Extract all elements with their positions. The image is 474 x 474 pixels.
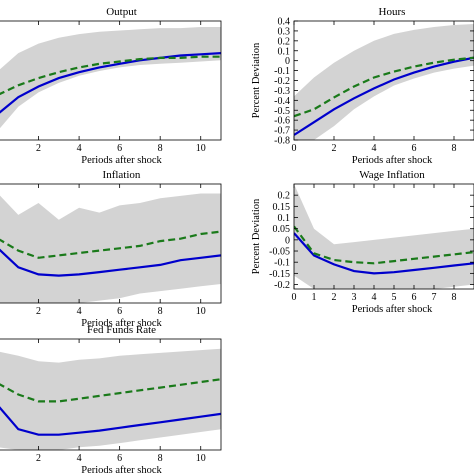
y-tick-label: -0.2 (274, 280, 290, 291)
y-axis-label: Percent Deviation (251, 42, 262, 118)
x-tick-label: 3 (352, 292, 357, 303)
y-tick-label: 0.4 (278, 17, 291, 28)
x-tick-label: 6 (117, 453, 122, 464)
x-tick-label: 4 (77, 143, 82, 154)
y-tick-label: -0.2 (274, 76, 290, 87)
y-tick-label: -0.8 (274, 136, 290, 147)
y-tick-label: 0.2 (278, 191, 291, 202)
series-line-dashed (294, 56, 474, 118)
confidence-band (0, 348, 221, 450)
y-tick-label: -0.1 (274, 66, 290, 77)
panel-title: Hours (379, 6, 406, 18)
y-tick-label: -0.1 (274, 258, 290, 269)
y-tick-label: 0.1 (278, 213, 291, 224)
x-tick-label: 10 (196, 143, 206, 154)
y-tick-label: -0.15 (269, 269, 290, 280)
series-line-dashed (0, 230, 221, 259)
axes-frame (293, 183, 474, 290)
panel-title: Wage Inflation (359, 169, 425, 181)
series-line-solid (0, 248, 221, 277)
x-tick-label: 4 (372, 143, 377, 154)
y-axis-label: Percent Deviation (251, 198, 262, 274)
x-tick-label: 2 (332, 143, 337, 154)
x-axis-label: Periods after shock (81, 155, 162, 166)
y-tick-label: -0.05 (269, 247, 290, 258)
x-tick-label: 7 (432, 292, 437, 303)
panel-fed-funds-rate: 2 4 6 8 10 Fed Funds Rate Periods after shock (0, 324, 222, 474)
series-line-solid (294, 56, 474, 136)
panel-hours: 0 2 4 6 8-0.8-0.7-0.6-0.5-0.4-0.3-0.2-0.100.… (251, 6, 474, 166)
x-tick-label: 2 (36, 143, 41, 154)
x-tick-label: 10 (196, 453, 206, 464)
y-tick-label: 0 (285, 235, 290, 246)
y-tick-label: 0.2 (278, 36, 291, 47)
series-line-solid (294, 232, 474, 275)
x-tick-label: 2 (36, 453, 41, 464)
y-tick-label: 0.05 (273, 224, 291, 235)
y-tick-label: -0.5 (274, 106, 290, 117)
x-axis-label: Periods after shock (81, 465, 162, 474)
x-tick-label: 8 (158, 306, 163, 317)
series-line-solid (0, 406, 221, 436)
panel-title: Fed Funds Rate (87, 324, 156, 336)
confidence-band (0, 27, 221, 129)
panel-title: Output (106, 6, 137, 18)
y-tick-label: -0.4 (274, 96, 290, 107)
panel-title: Inflation (103, 169, 141, 181)
x-tick-label: 6 (412, 292, 417, 303)
confidence-band (0, 193, 221, 303)
series-line-dashed (0, 378, 221, 403)
x-tick-label: 1 (312, 292, 317, 303)
y-tick-label: 0 (285, 56, 290, 67)
panel-inflation: 2 4 6 8 10 Inflation Periods after shock (0, 169, 222, 329)
x-tick-label: 6 (117, 143, 122, 154)
x-tick-label: 0 (292, 143, 297, 154)
y-tick-label: -0.6 (274, 116, 290, 127)
y-tick-label: 0.1 (278, 46, 291, 57)
x-tick-label: 4 (372, 292, 377, 303)
x-tick-label: 8 (452, 292, 457, 303)
x-axis-label: Periods after shock (352, 155, 433, 166)
x-tick-label: 2 (332, 292, 337, 303)
x-tick-label: 4 (77, 453, 82, 464)
confidence-band (294, 184, 474, 289)
panel-wage-inflation: 0 1 2 3 4 5 6 7 8-0.2-0.15-0.1-0.0500.050.10.150… (251, 169, 474, 315)
x-tick-label: 2 (36, 306, 41, 317)
x-tick-label: 4 (77, 306, 82, 317)
series-line-dashed (294, 225, 474, 265)
axes-frame (0, 20, 222, 141)
x-tick-label: 8 (158, 453, 163, 464)
x-axis-label: Periods after shock (81, 318, 162, 329)
x-axis-label: Periods after shock (352, 304, 433, 315)
x-tick-label: 8 (158, 143, 163, 154)
y-tick-label: -0.3 (274, 86, 290, 97)
confidence-band (294, 24, 474, 140)
panel-output: 2 4 6 8 10 Output Periods after shock (0, 6, 222, 166)
series-line-solid (0, 52, 221, 114)
axes-frame (0, 338, 222, 451)
x-tick-label: 8 (452, 143, 457, 154)
x-tick-label: 6 (117, 306, 122, 317)
x-tick-label: 5 (392, 292, 397, 303)
y-tick-label: 0.15 (273, 202, 291, 213)
x-tick-label: 10 (196, 306, 206, 317)
x-tick-label: 0 (292, 292, 297, 303)
y-tick-label: 0.3 (278, 26, 291, 37)
axes-frame (0, 183, 222, 304)
y-tick-label: -0.7 (274, 126, 290, 137)
x-tick-label: 6 (412, 143, 417, 154)
series-line-dashed (0, 55, 221, 96)
